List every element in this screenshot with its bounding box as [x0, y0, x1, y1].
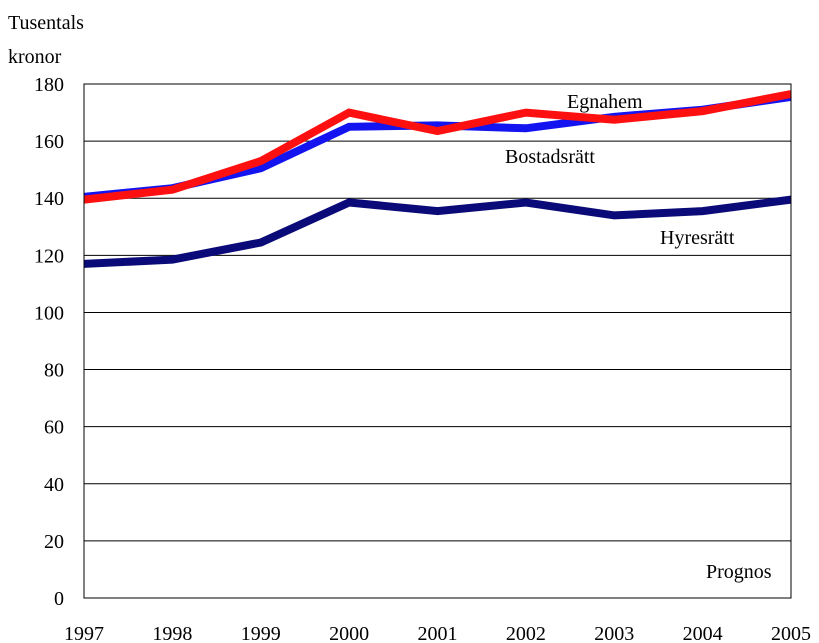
y-tick-label: 180 [34, 74, 64, 96]
x-tick-label: 1999 [241, 623, 281, 643]
series-lines [83, 90, 792, 268]
x-tick-label: 2005 [771, 623, 811, 643]
y-tick-label: 0 [54, 588, 64, 610]
plot-frame [83, 83, 792, 599]
y-tick-label: 100 [34, 302, 64, 324]
y-axis-label-line-1: Tusentals [8, 12, 84, 34]
x-tick-label: 2000 [329, 623, 369, 643]
x-tick-label: 2004 [683, 623, 723, 643]
x-tick-label: 2001 [418, 623, 458, 643]
annotation-hyresratt: Hyresrätt [660, 227, 735, 249]
axes [83, 83, 792, 599]
y-tick-label: 120 [34, 245, 64, 267]
y-tick-label: 40 [44, 474, 64, 496]
y-axis-label-line-2: kronor [8, 46, 62, 68]
x-tick-label: 2003 [594, 623, 634, 643]
y-tick-labels: 0 20 40 60 80 100 120 140 160 180 [34, 74, 64, 610]
series-line-egnahem [83, 90, 792, 204]
y-tick-label: 20 [44, 531, 64, 553]
x-tick-label: 2002 [506, 623, 546, 643]
y-tick-label: 60 [44, 417, 64, 439]
x-tick-labels: 1997 1998 1999 2000 2001 2002 2003 2004 2005 [64, 623, 811, 643]
annotation-prognos: Prognos [706, 561, 772, 583]
gridlines [84, 83, 791, 542]
y-tick-label: 140 [34, 188, 64, 210]
series-line-hyresratt [83, 195, 792, 268]
y-tick-label: 80 [44, 360, 64, 382]
x-tick-label: 1998 [152, 623, 192, 643]
annotation-egnahem: Egnahem [567, 91, 643, 113]
x-tick-label: 1997 [64, 623, 104, 643]
annotation-bostadsratt: Bostadsrätt [505, 146, 595, 168]
y-tick-label: 160 [34, 131, 64, 153]
